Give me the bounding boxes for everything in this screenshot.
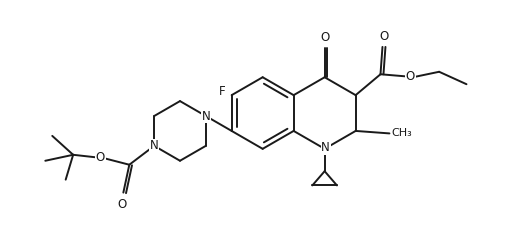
Text: N: N <box>201 109 210 123</box>
Text: N: N <box>150 139 159 152</box>
Text: N: N <box>321 141 330 154</box>
Text: O: O <box>320 31 329 45</box>
Text: O: O <box>379 30 388 43</box>
Text: F: F <box>219 85 226 98</box>
Text: CH₃: CH₃ <box>392 129 412 139</box>
Text: O: O <box>406 70 415 83</box>
Text: O: O <box>118 198 127 211</box>
Text: O: O <box>96 151 105 164</box>
